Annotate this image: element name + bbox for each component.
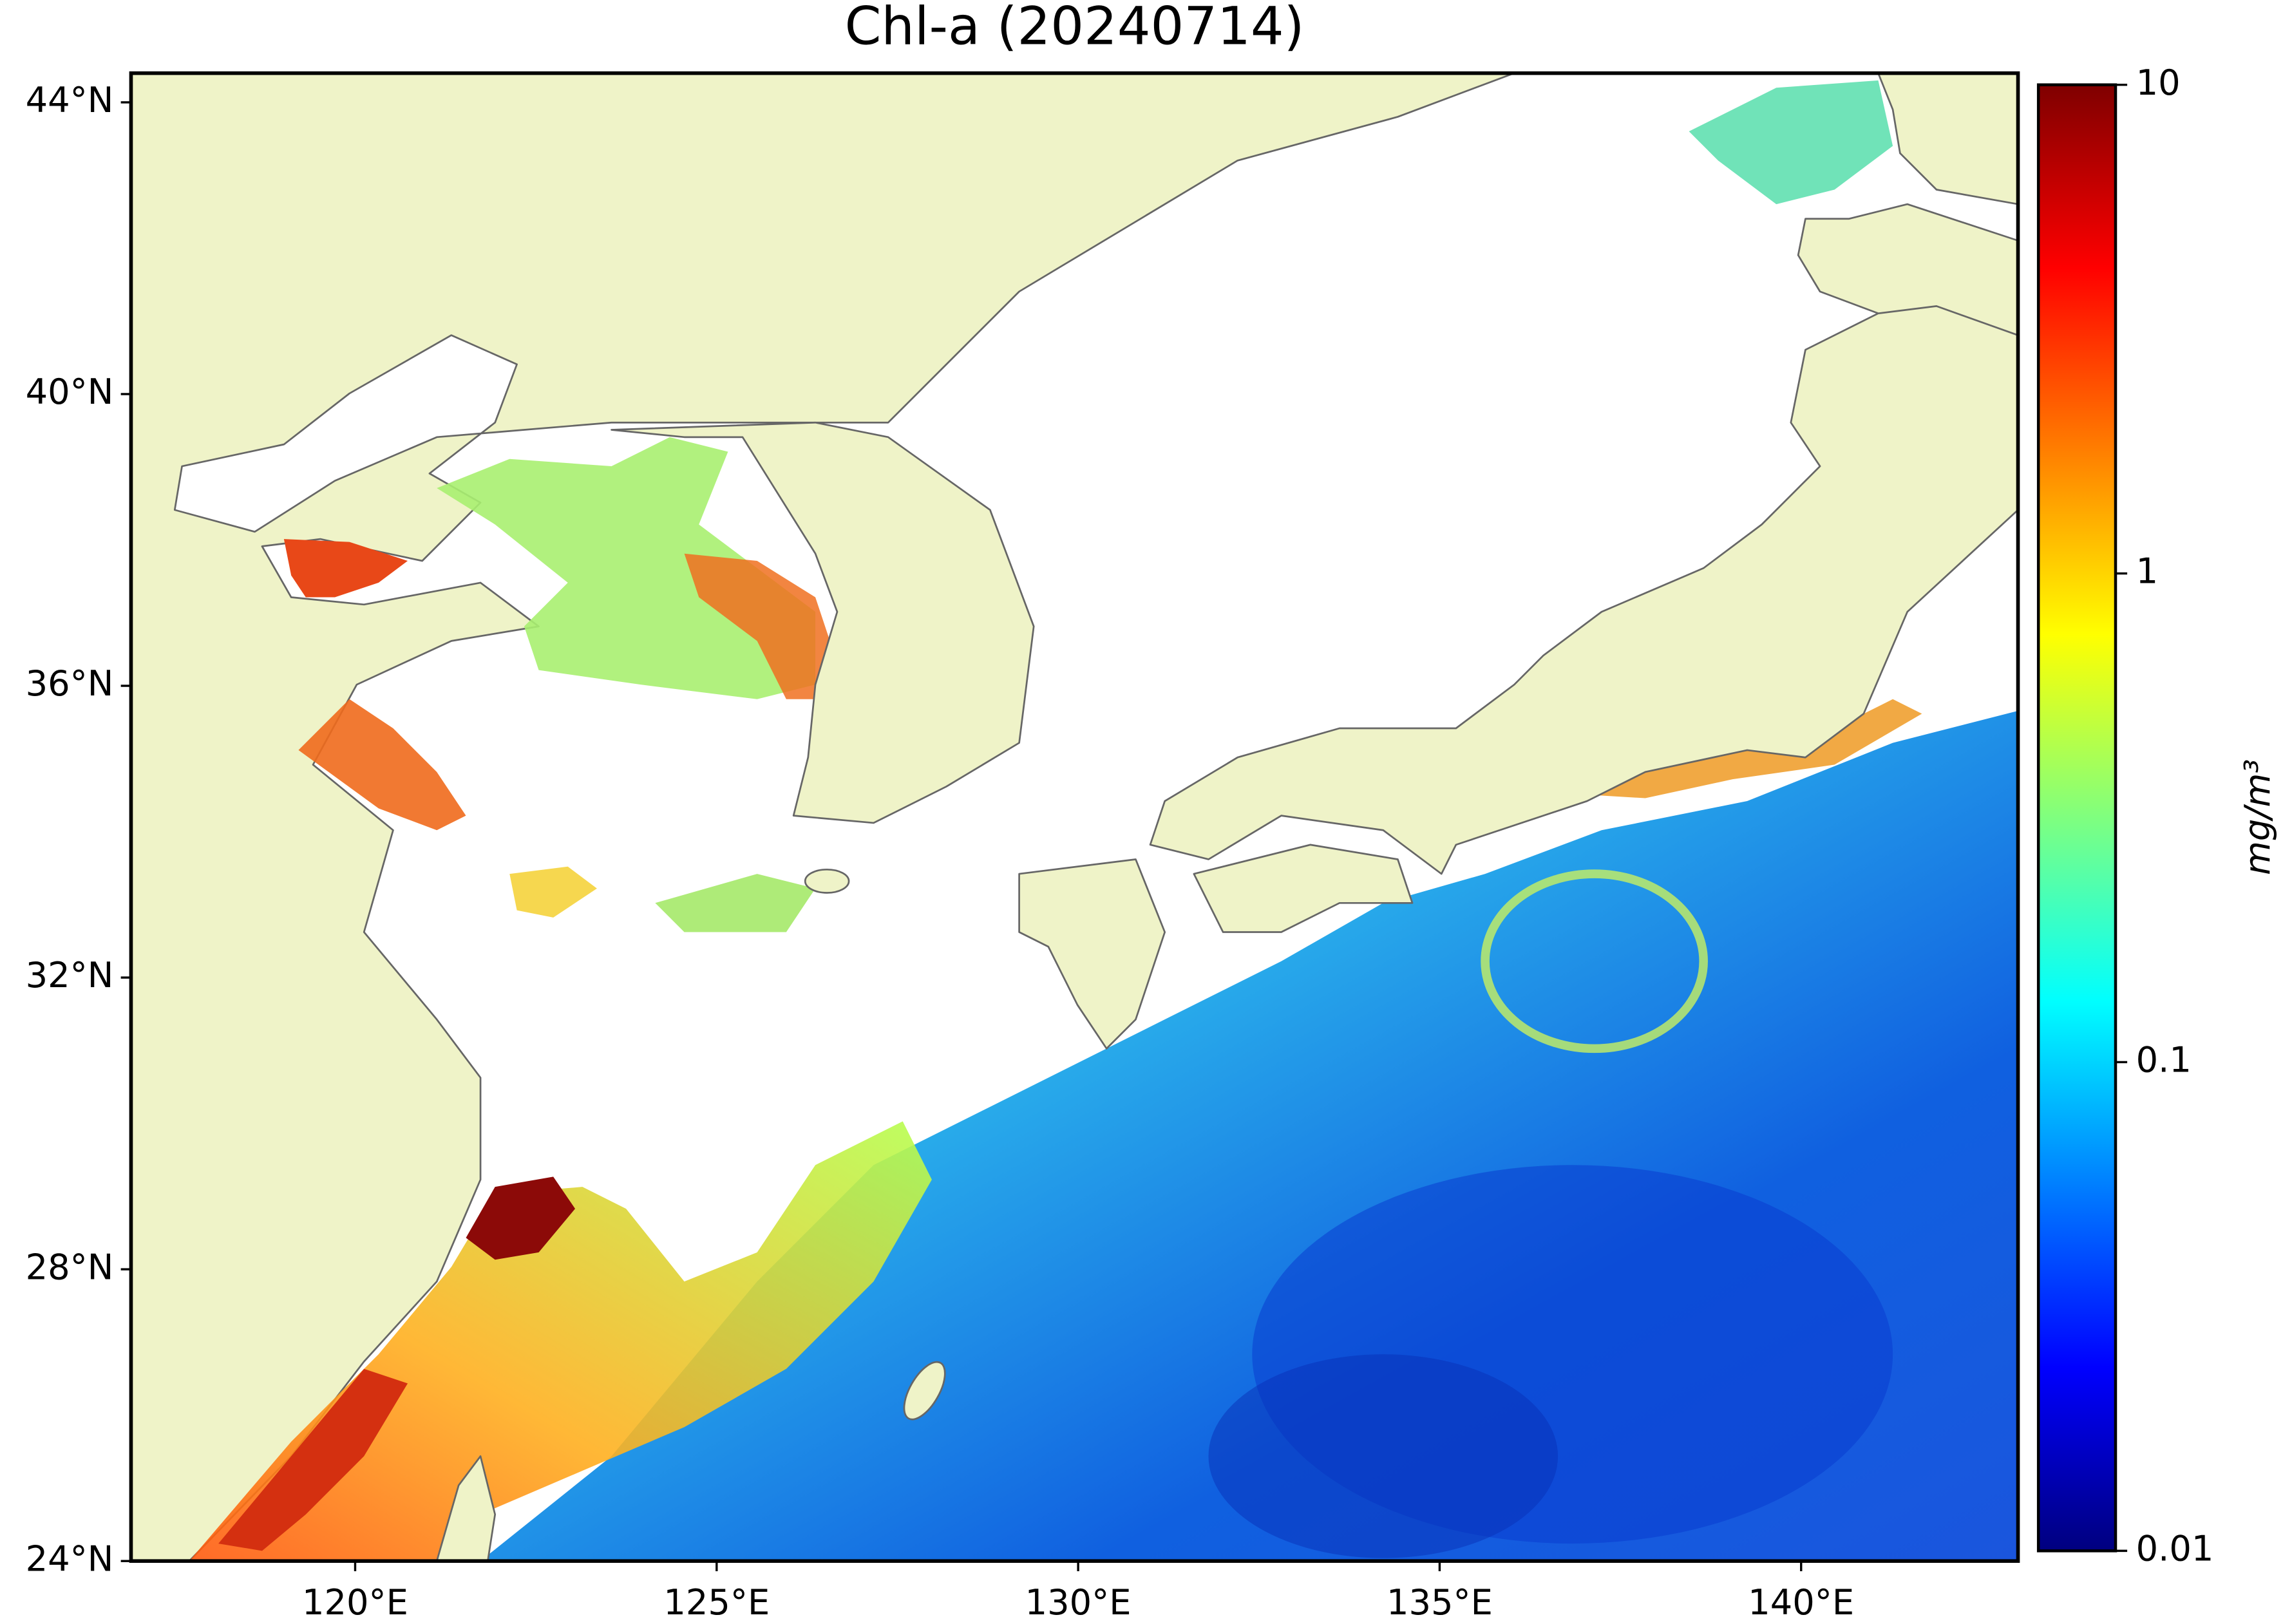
colorbar-tick-label: 1 [2136,551,2159,592]
colorbar-tick-label: 0.1 [2136,1040,2192,1081]
sakhalin-coast [1877,73,2018,205]
hokkaido-patch [1689,80,1893,205]
chlorophyll-imagery [189,80,2018,1562]
yellow-sea-patch [655,874,816,932]
yellow-sea-patch [509,866,597,918]
x-tick-label: 130°E [1025,1582,1132,1623]
chart-title: Chl-a (20240714) [845,0,1305,57]
y-tick-label: 36°N [26,663,114,704]
y-tick-label: 40°N [26,372,114,412]
map-frame [129,71,2020,1563]
korea [611,421,1035,824]
high-chl-patch [466,1176,576,1260]
jiangsu-patch [298,699,466,831]
colorbar-tick-label: 10 [2136,62,2181,103]
y-tick-label: 28°N [26,1247,114,1287]
colorbar-tick-label: 0.01 [2136,1529,2214,1569]
bohai-patch [283,539,408,598]
hokkaido [1797,203,2018,336]
y-tick-label: 24°N [26,1538,114,1579]
high-chl-patch [218,1368,408,1551]
shikoku [1193,844,1414,933]
china-coast-patch [189,1121,932,1562]
colorbar-label: mg/m³ [2237,759,2278,875]
yellow-sea-patch [437,437,816,699]
kyushu [1018,858,1166,1050]
taiwan [435,1455,497,1562]
jeju [804,868,850,894]
x-tick-label: 135°E [1387,1582,1493,1623]
low-chl-patch [1208,1354,1558,1558]
y-tick-label: 44°N [26,80,114,120]
x-tick-label: 120°E [302,1582,408,1623]
y-tick-label: 32°N [26,955,114,996]
x-tick-label: 140°E [1748,1582,1854,1623]
colorbar [2036,83,2117,1553]
x-tick-label: 125°E [663,1582,770,1623]
honshu [1149,261,2018,875]
korea-coast-patch [684,553,830,699]
okinawa [903,1361,946,1421]
axes: 120°E 125°E 130°E 135°E 140°E 24°N 28°N 32°N 36°… [26,62,2214,1623]
eddy-front [1481,869,1708,1053]
map [131,73,2018,1562]
